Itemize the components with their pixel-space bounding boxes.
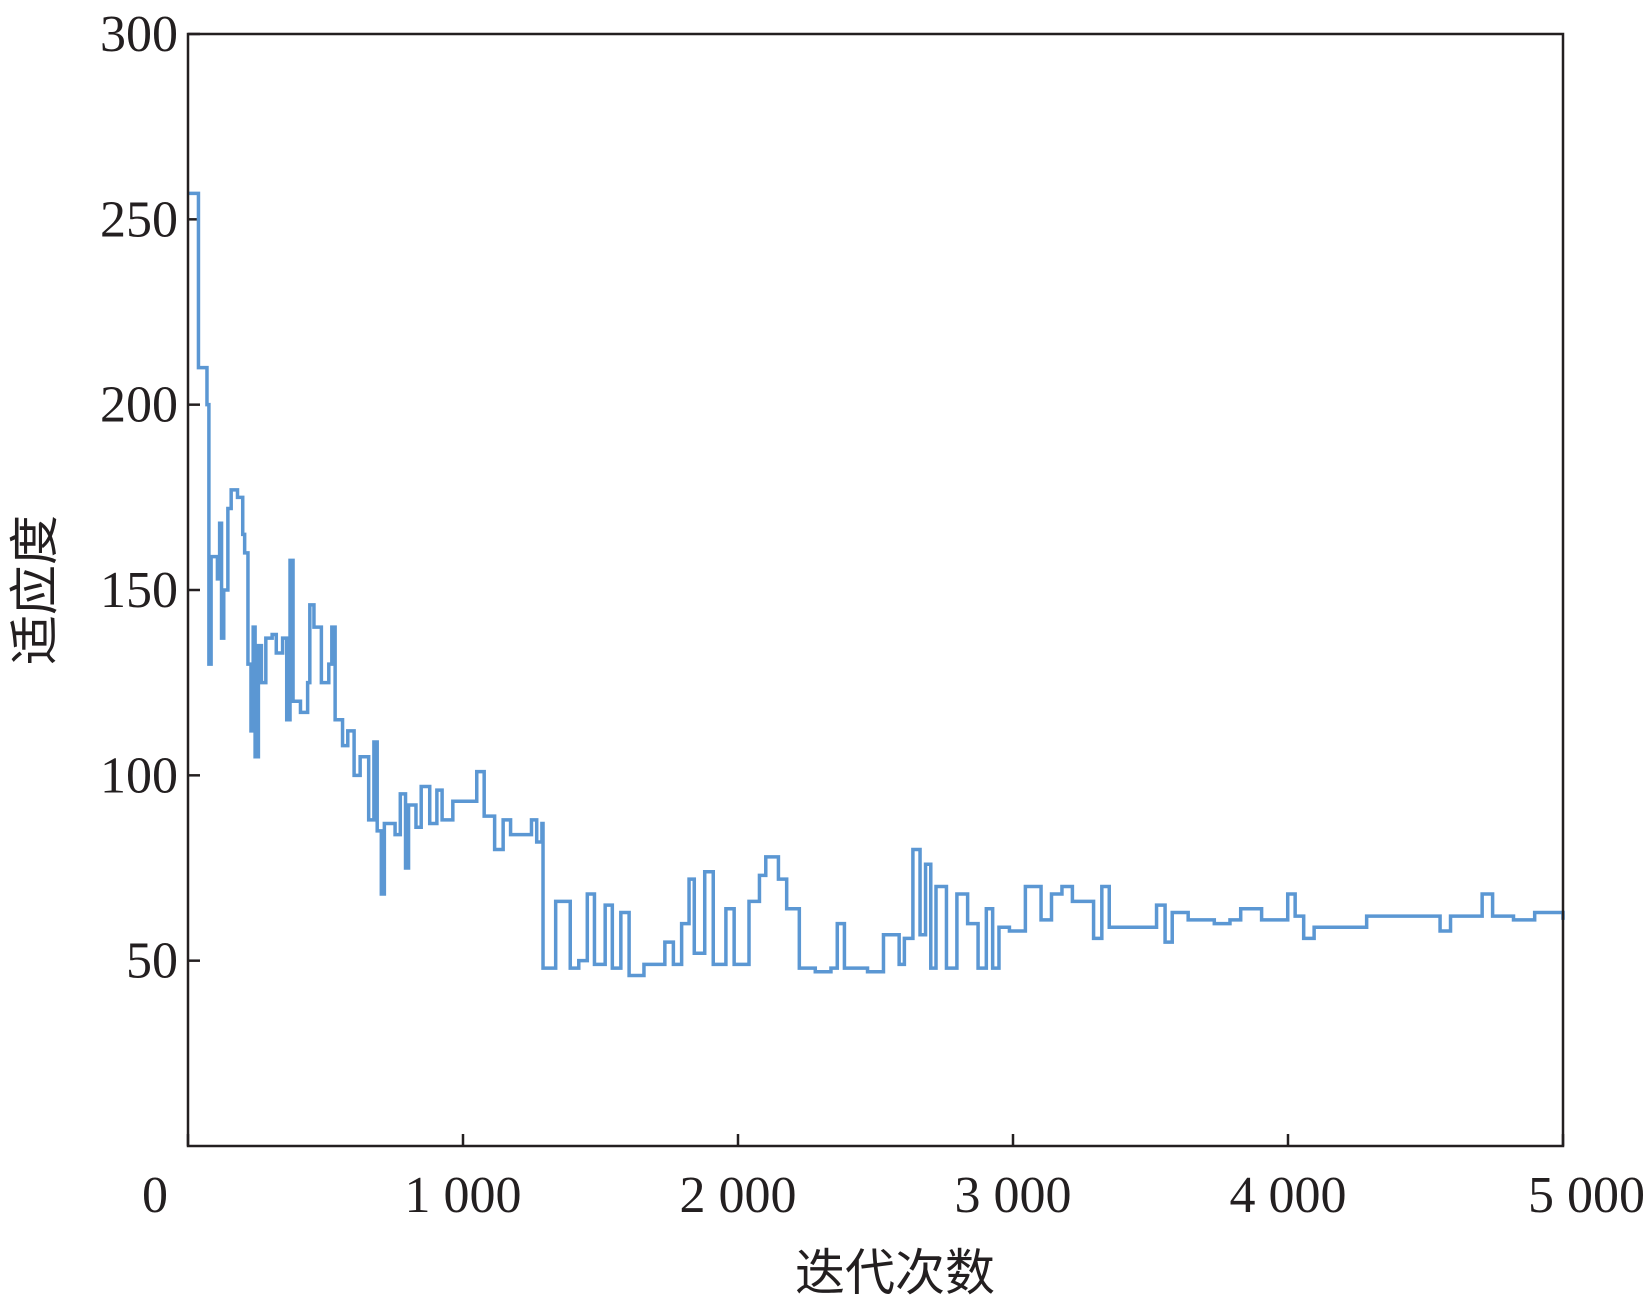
x-tick-label: 5 000 <box>1528 1167 1645 1224</box>
x-tick-label: 0 <box>142 1167 168 1224</box>
x-tick-label: 1 000 <box>405 1167 522 1224</box>
x-axis-title: 迭代次数 <box>795 1244 995 1302</box>
y-tick-label: 150 <box>100 562 178 619</box>
x-tick-label: 3 000 <box>955 1167 1072 1224</box>
y-tick-label: 100 <box>100 747 178 804</box>
y-tick-label: 50 <box>126 933 178 990</box>
y-tick-label: 250 <box>100 191 178 248</box>
y-tick-label: 300 <box>100 6 178 63</box>
x-tick-label: 4 000 <box>1230 1167 1347 1224</box>
data-line <box>188 191 1565 978</box>
x-tick-label: 2 000 <box>680 1167 797 1224</box>
plot-frame <box>186 32 1565 1148</box>
y-axis-title: 适应度 <box>6 515 64 665</box>
y-tick-label: 200 <box>100 377 178 434</box>
